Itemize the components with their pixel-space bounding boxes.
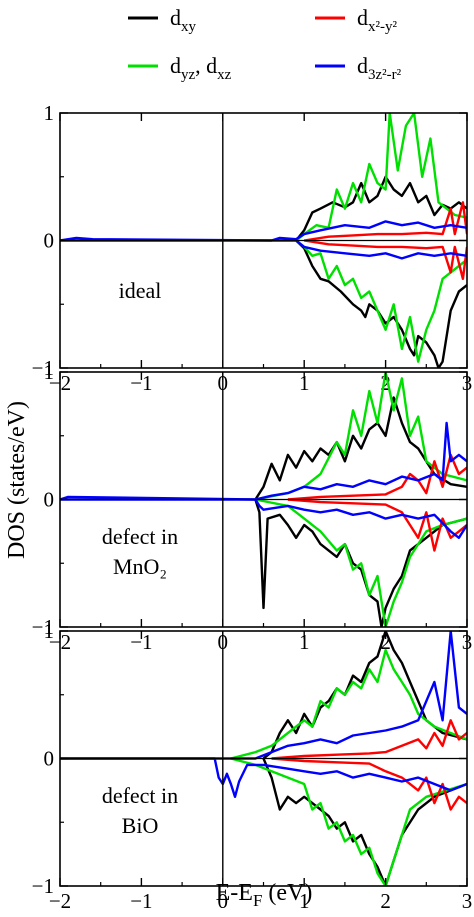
panel-label: BiO [122, 813, 159, 838]
legend-label-dx2y2: dx²-y² [357, 5, 397, 35]
legend-entry-dyzxz: dyz, dxz [128, 53, 232, 83]
panel-label: ideal [119, 278, 162, 303]
series-dyzxz-up-panel-1 [295, 113, 467, 242]
series-dx2y2-down-panel-2 [287, 498, 467, 552]
x-tick-label: 0 [218, 889, 229, 913]
series-d3z2r2-down-panel-2 [60, 498, 467, 539]
series-dyzxz-up-panel-2 [255, 372, 467, 501]
x-tick-label: 1 [299, 630, 310, 654]
x-tick-label: 2 [380, 889, 391, 913]
x-tick-label: 1 [299, 371, 310, 395]
series-dyzxz-down-panel-2 [255, 498, 467, 627]
legend-label-d3z2r2: d3z²-r² [357, 53, 402, 83]
y-axis-label: DOS (states/eV) [4, 401, 30, 559]
y-tick-label: 1 [44, 101, 55, 125]
x-tick-label: 3 [462, 889, 473, 913]
series-dyzxz-up-panel-3 [230, 648, 467, 760]
y-tick-label: 1 [44, 619, 55, 643]
series-dxy-up-panel-2 [254, 396, 467, 501]
y-tick-label: 0 [44, 229, 55, 253]
series-d3z2r2-up-panel-3 [60, 631, 467, 760]
x-tick-label: −2 [49, 889, 71, 913]
panel-3-series [60, 631, 467, 886]
series-dxy-down-panel-3 [262, 758, 467, 886]
legend: dxy dx²-y² dyz, dxz d3z²-r² [128, 5, 402, 83]
series-dx2y2-up-panel-1 [304, 201, 467, 242]
series-dx2y2-down-panel-3 [271, 757, 467, 811]
y-tick-label: −1 [32, 874, 54, 898]
x-axis-label-unit: (eV) [262, 880, 312, 906]
x-axis-label-sub: F [253, 891, 262, 910]
y-tick-label: 1 [44, 360, 55, 384]
x-tick-label: 2 [380, 630, 391, 654]
series-dx2y2-down-panel-1 [304, 239, 467, 280]
y-tick-label: 0 [44, 747, 55, 771]
series-d3z2r2-up-panel-2 [60, 421, 467, 501]
y-tick-label: 0 [44, 488, 55, 512]
panel-2-series [60, 372, 467, 627]
x-tick-label: 2 [380, 371, 391, 395]
legend-entry-d3z2r2: d3z²-r² [315, 53, 402, 83]
legend-entry-dx2y2: dx²-y² [315, 5, 397, 35]
panel-label: defect in [102, 524, 178, 549]
series-dyzxz-down-panel-3 [230, 757, 467, 886]
panel-1-series [60, 113, 467, 368]
legend-entry-dxy: dxy [128, 5, 197, 35]
y-tick-label: −1 [32, 615, 54, 639]
x-axis-label: E-EF (eV) [216, 880, 313, 910]
series-d3z2r2-down-panel-1 [60, 239, 467, 260]
x-tick-label: −1 [130, 630, 152, 654]
series-dyzxz-down-panel-1 [295, 239, 467, 363]
x-axis-label-base: E-E [216, 880, 253, 906]
y-tick-label: −1 [32, 356, 54, 380]
legend-label-dyzxz: dyz, dxz [170, 53, 232, 83]
x-tick-label: 1 [299, 889, 310, 913]
series-d3z2r2-down-panel-3 [60, 757, 467, 798]
legend-label-dxy: dxy [170, 5, 197, 35]
x-tick-label: −1 [130, 889, 152, 913]
series-dx2y2-up-panel-3 [271, 719, 467, 760]
panel-label: defect in [102, 783, 178, 808]
x-tick-label: −1 [130, 371, 152, 395]
series-d3z2r2-up-panel-1 [60, 220, 467, 242]
panel-label: MnO₂ [113, 554, 167, 579]
